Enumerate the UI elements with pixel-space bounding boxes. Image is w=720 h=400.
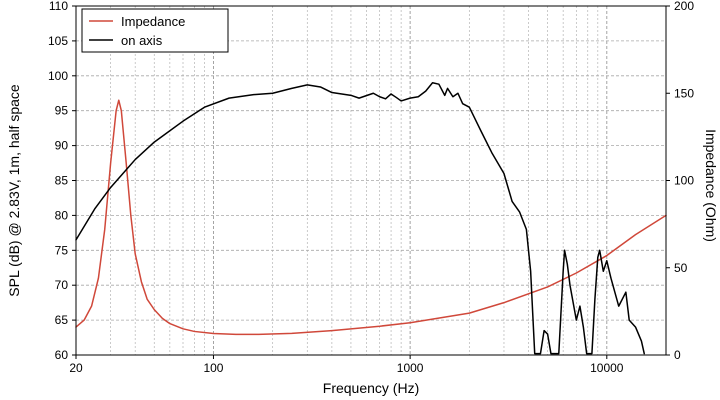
y-left-tick-label: 70 xyxy=(55,278,69,292)
series-layer xyxy=(75,82,667,355)
x-tick-label: 20 xyxy=(69,361,83,375)
series-line-on-axis xyxy=(75,82,645,355)
y-left-tick-label: 75 xyxy=(55,243,69,257)
y-right-tick-label: 100 xyxy=(674,174,694,188)
ticks: 60 65 70 75 80 85 90 95 100 105 110 0 50 100 150 200 20 1… xyxy=(48,0,694,375)
y-left-tick-label: 100 xyxy=(48,69,68,83)
y-left-tick-label: 85 xyxy=(55,174,69,188)
y-left-tick-label: 90 xyxy=(55,139,69,153)
x-tick-label: 100 xyxy=(203,361,223,375)
legend-box xyxy=(81,8,229,53)
legend-label-impedance: Impedance xyxy=(121,14,185,29)
x-tick-label: 10000 xyxy=(590,361,624,375)
y-left-tick-label: 105 xyxy=(48,34,68,48)
y-right-tick-label: 0 xyxy=(674,348,681,362)
x-tick-label: 1000 xyxy=(397,361,424,375)
y-right-tick-label: 200 xyxy=(674,0,694,13)
legend-label-on-axis: on axis xyxy=(121,33,163,48)
y-right-tick-label: 150 xyxy=(674,86,694,100)
y-left-tick-label: 60 xyxy=(55,348,69,362)
y-left-tick-label: 95 xyxy=(55,104,69,118)
legend: Impedance on axis xyxy=(81,8,229,53)
y-left-tick-label: 110 xyxy=(49,0,68,13)
x-axis-title: Frequency (Hz) xyxy=(323,380,419,396)
y-axis-left-title: SPL (dB) @ 2.83V, 1m, half space xyxy=(6,84,22,297)
y-axis-right-title: Impedance (Ohm) xyxy=(703,129,719,242)
y-left-tick-label: 80 xyxy=(55,208,69,222)
series-line-impedance xyxy=(75,99,667,336)
grid xyxy=(76,6,666,355)
y-left-tick-label: 65 xyxy=(55,313,69,327)
y-right-tick-label: 50 xyxy=(674,261,688,275)
